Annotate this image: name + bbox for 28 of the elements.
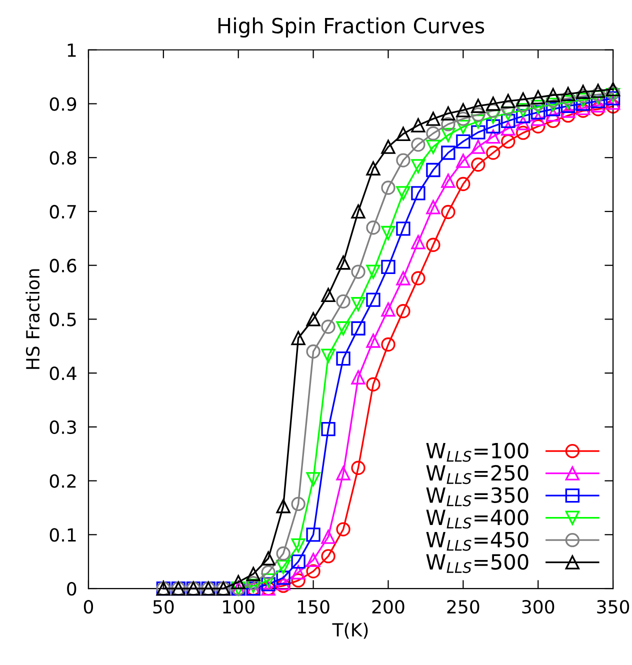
legend-label: W$_{LLS}$=500	[426, 554, 528, 574]
legend-label: W$_{LLS}$=100	[426, 442, 528, 462]
y-tick-label: 0.7	[50, 204, 76, 219]
y-axis-title: HS Fraction	[26, 269, 40, 369]
y-tick-label: 0	[67, 582, 76, 596]
x-tick-label: 300	[522, 600, 554, 614]
legend-label: W$_{LLS}$=400	[426, 509, 528, 529]
legend-label: W$_{LLS}$=350	[426, 487, 528, 506]
y-tick-label: 0.5	[50, 312, 76, 326]
y-tick-label: 0.9	[50, 97, 76, 111]
y-tick-label: 0.4	[50, 366, 76, 380]
chart-title: High Spin Fraction Curves	[218, 17, 484, 38]
x-tick-label: 350	[597, 600, 630, 614]
x-tick-label: 250	[447, 600, 480, 614]
x-tick-label: 100	[223, 600, 254, 614]
y-tick-label: 0.2	[50, 474, 76, 488]
x-tick-label: 200	[372, 600, 404, 614]
legend-label: W$_{LLS}$=450	[426, 532, 528, 551]
y-tick-label: 0.3	[50, 420, 76, 434]
y-tick-label: 0.8	[50, 151, 76, 165]
x-tick-label: 150	[298, 600, 330, 614]
legend-label: W$_{LLS}$=250	[426, 465, 528, 484]
x-axis-title: T(K)	[332, 622, 368, 639]
x-tick-label: 0	[84, 600, 94, 614]
x-tick-label: 50	[153, 600, 174, 614]
y-tick-label: 0.1	[50, 528, 76, 542]
y-tick-label: 1	[68, 44, 76, 57]
y-tick-label: 0.6	[50, 258, 76, 272]
